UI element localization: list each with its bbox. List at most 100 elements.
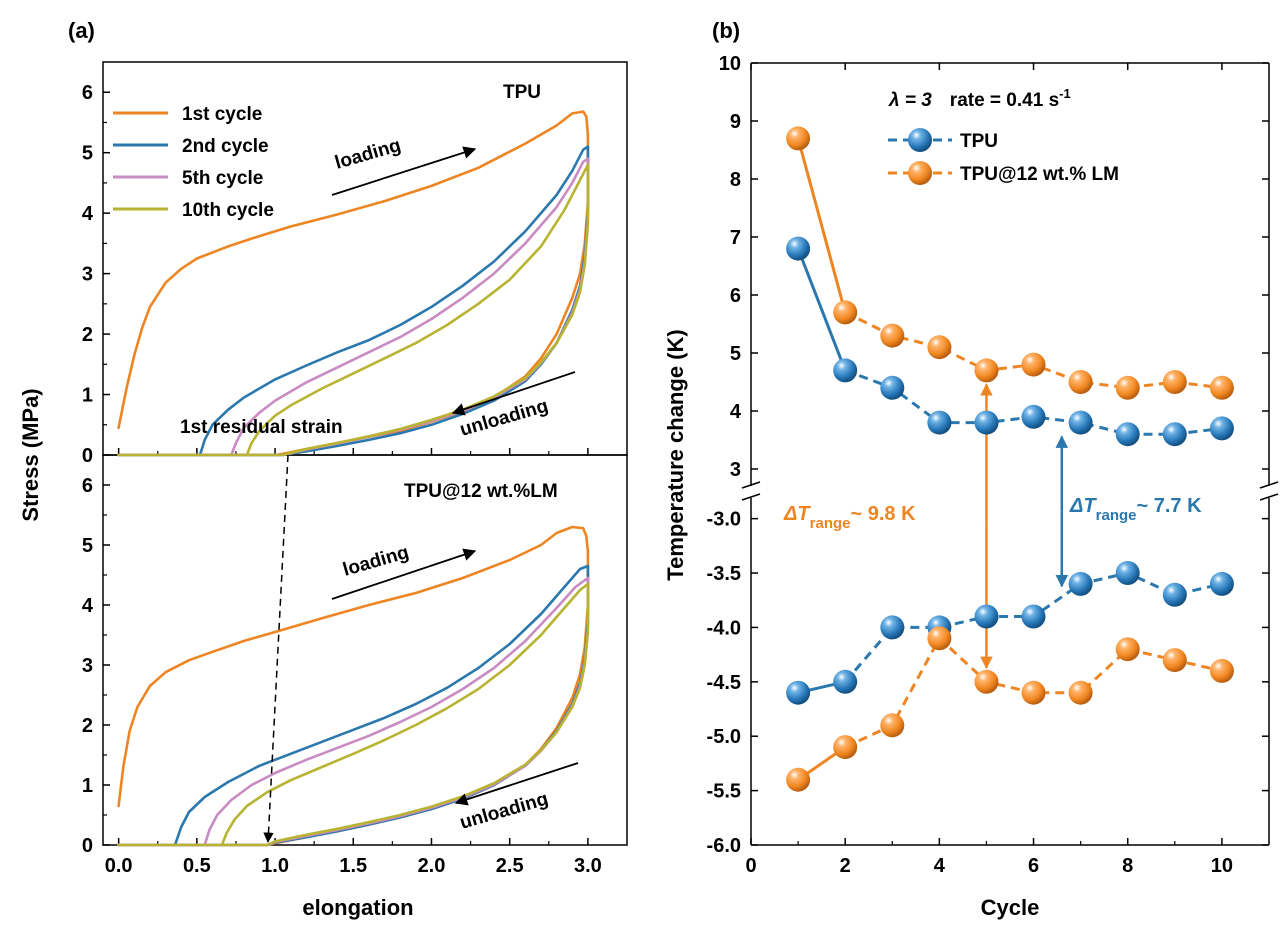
a-ylabel: Stress (MPa) — [18, 388, 43, 521]
b-ylabel: Temperature change (K) — [663, 329, 688, 580]
a-bottom-ytick-label-1: 1 — [82, 775, 93, 797]
b-range-lm-sub: range — [810, 515, 851, 532]
b-cooling-series-1-point-4 — [927, 626, 952, 651]
a-bottom-xtick-label-6: 3.0 — [574, 855, 602, 877]
a-bottom-xtick-label-1: 0.5 — [183, 855, 211, 877]
a-top-ytick-label-5: 5 — [82, 143, 93, 165]
a-bottom-title: TPU@12 wt.%LM — [404, 481, 558, 502]
b-heating-series-1-point-3 — [880, 323, 905, 348]
b-upper-ytick-label-2: 5 — [730, 343, 741, 365]
b-lower-ytick-label-6: -6.0 — [707, 835, 741, 857]
b-heating-series-0-point-8 — [1115, 422, 1140, 447]
a-bottom-xtick-label-4: 2.0 — [418, 855, 446, 877]
b-heating-series-1-point-10 — [1209, 375, 1234, 400]
b-heating-series-1-point-7 — [1068, 370, 1093, 394]
b-legend: TPU TPU@12 wt.% LM — [888, 128, 1119, 185]
b-upper-ytick-label-6: 9 — [730, 111, 741, 133]
b-legend-marker-tpu — [908, 128, 932, 152]
a-top-ytick-label-1: 1 — [82, 385, 93, 407]
b-xtick-label-5: 10 — [1211, 855, 1233, 877]
a-residual-arrow — [263, 454, 289, 844]
b-cooling-series-1-point-1 — [786, 767, 811, 792]
a-bottom-series-2-loading — [203, 576, 590, 847]
b-xtick-label-0: 0 — [745, 855, 756, 877]
b-lower-ytick-label-2: -4.0 — [707, 617, 741, 639]
panel-label-a: (a) — [68, 18, 95, 43]
a-top-series-3-unloading — [117, 163, 590, 457]
b-cooling-series-1-point-3 — [880, 713, 905, 738]
a-top-ytick-label-0: 0 — [82, 445, 93, 467]
a-bottom-ytick-label-4: 4 — [82, 595, 94, 617]
a-top-series-2-loading — [230, 157, 590, 457]
b-cooling-series-0-point-2 — [833, 669, 858, 694]
b-heating-series-1-point-1 — [786, 126, 811, 151]
a-legend-label-1st: 1st cycle — [182, 104, 262, 125]
a-top-loading-label: loading — [333, 135, 404, 174]
b-xlabel: Cycle — [981, 895, 1040, 920]
b-xtick-label-2: 4 — [934, 855, 946, 877]
a-bottom-ytick-label-5: 5 — [82, 535, 93, 557]
b-range-lm-delta: ΔT — [783, 503, 811, 525]
b-range-tpu-delta: ΔT — [1069, 495, 1097, 517]
a-bottom-xtick-label-3: 1.5 — [339, 855, 367, 877]
b-cooling-series-0-point-7 — [1068, 571, 1093, 596]
a-bottom-ytick-label-6: 6 — [82, 475, 93, 497]
b-heating-series-0-point-10 — [1209, 416, 1234, 441]
b-heating-series-0-point-6 — [1021, 404, 1046, 429]
a-bottom-loading-arrow — [331, 548, 477, 600]
b-upper-ytick-label-5: 8 — [730, 169, 741, 191]
b-cooling-series-1-point-7 — [1068, 680, 1093, 705]
b-heating-series-0-point-5 — [974, 410, 999, 435]
b-cooling-series-1-point-5 — [974, 669, 999, 694]
b-heating-series-0-point-2 — [833, 358, 858, 383]
a-top-series-1-loading — [198, 145, 590, 457]
a-bottom-xtick-label-2: 1.0 — [261, 855, 289, 877]
a-bottom-ytick-label-2: 2 — [82, 715, 93, 737]
b-heating-series-0-point-4 — [927, 410, 952, 435]
b-cooling-series-1-point-8 — [1115, 637, 1140, 662]
b-upper-ytick-label-0: 3 — [730, 459, 741, 481]
a-legend-label-10th: 10th cycle — [182, 200, 274, 221]
b-cooling-series-0-point-1 — [786, 680, 811, 705]
b-range-tpu-sub: range — [1096, 507, 1137, 524]
a-top-ytick-label-3: 3 — [82, 264, 93, 286]
b-cooling-series-0-point-6 — [1021, 604, 1046, 629]
a-legend-label-5th: 5th cycle — [182, 168, 263, 189]
b-plot: 3 4 5 6 7 8 9 10 -3.0 -3.5 -4.0 -4.5 -5.0 -5.5 -6.00 2 4… — [707, 53, 1269, 877]
a-top-series-0-loading — [117, 110, 590, 430]
b-conditions: λ = 3 rate = 0.41 s-1 — [888, 86, 1071, 111]
b-frame — [750, 62, 1270, 846]
a-top-ytick-label-2: 2 — [82, 324, 93, 346]
b-cooling-series-0-point-10 — [1209, 571, 1234, 596]
a-bottom-loading-label: loading — [341, 542, 412, 581]
a-top-ytick-label-6: 6 — [82, 82, 93, 104]
a-bottom-ytick-label-0: 0 — [82, 835, 93, 857]
b-upper-ytick-label-4: 7 — [730, 227, 741, 249]
a-legend: 1st cycle 2nd cycle 5th cycle 10th cycle — [113, 104, 274, 221]
a-residual-label: 1st residual strain — [180, 417, 343, 438]
b-lower-ytick-label-0: -3.0 — [707, 509, 741, 531]
b-lower-ytick-label-5: -5.5 — [707, 781, 741, 803]
a-legend-label-2nd: 2nd cycle — [182, 136, 269, 157]
a-bottom-unloading-arrow — [454, 762, 579, 806]
a-bottom-series-1-loading — [173, 564, 590, 847]
b-heating-series-1-point-2 — [833, 300, 858, 325]
b-xtick-label-3: 6 — [1028, 855, 1039, 877]
b-heating-series-0-point-1 — [786, 236, 811, 261]
a-bottom-ytick-label-3: 3 — [82, 655, 93, 677]
b-xtick-label-4: 8 — [1122, 855, 1133, 877]
b-heating-series-1-point-9 — [1162, 370, 1187, 394]
b-range-label-lm: ΔTrange~ 9.8 K — [783, 503, 916, 532]
b-heating-series-0-first-segment — [796, 248, 847, 371]
a-top-unloading-arrow — [451, 371, 576, 416]
a-xlabel: elongation — [302, 895, 413, 920]
b-legend-marker-lm — [908, 161, 932, 185]
b-heating-series-1-point-6 — [1021, 352, 1046, 377]
b-heating-series-1-point-4 — [927, 335, 952, 360]
b-heating-series-1-point-8 — [1115, 375, 1140, 400]
a-bottom-series-3-loading — [220, 582, 590, 847]
b-xtick-label-1: 2 — [840, 855, 851, 877]
b-upper-ytick-label-7: 10 — [719, 53, 741, 75]
b-upper-ytick-label-3: 6 — [730, 285, 741, 307]
